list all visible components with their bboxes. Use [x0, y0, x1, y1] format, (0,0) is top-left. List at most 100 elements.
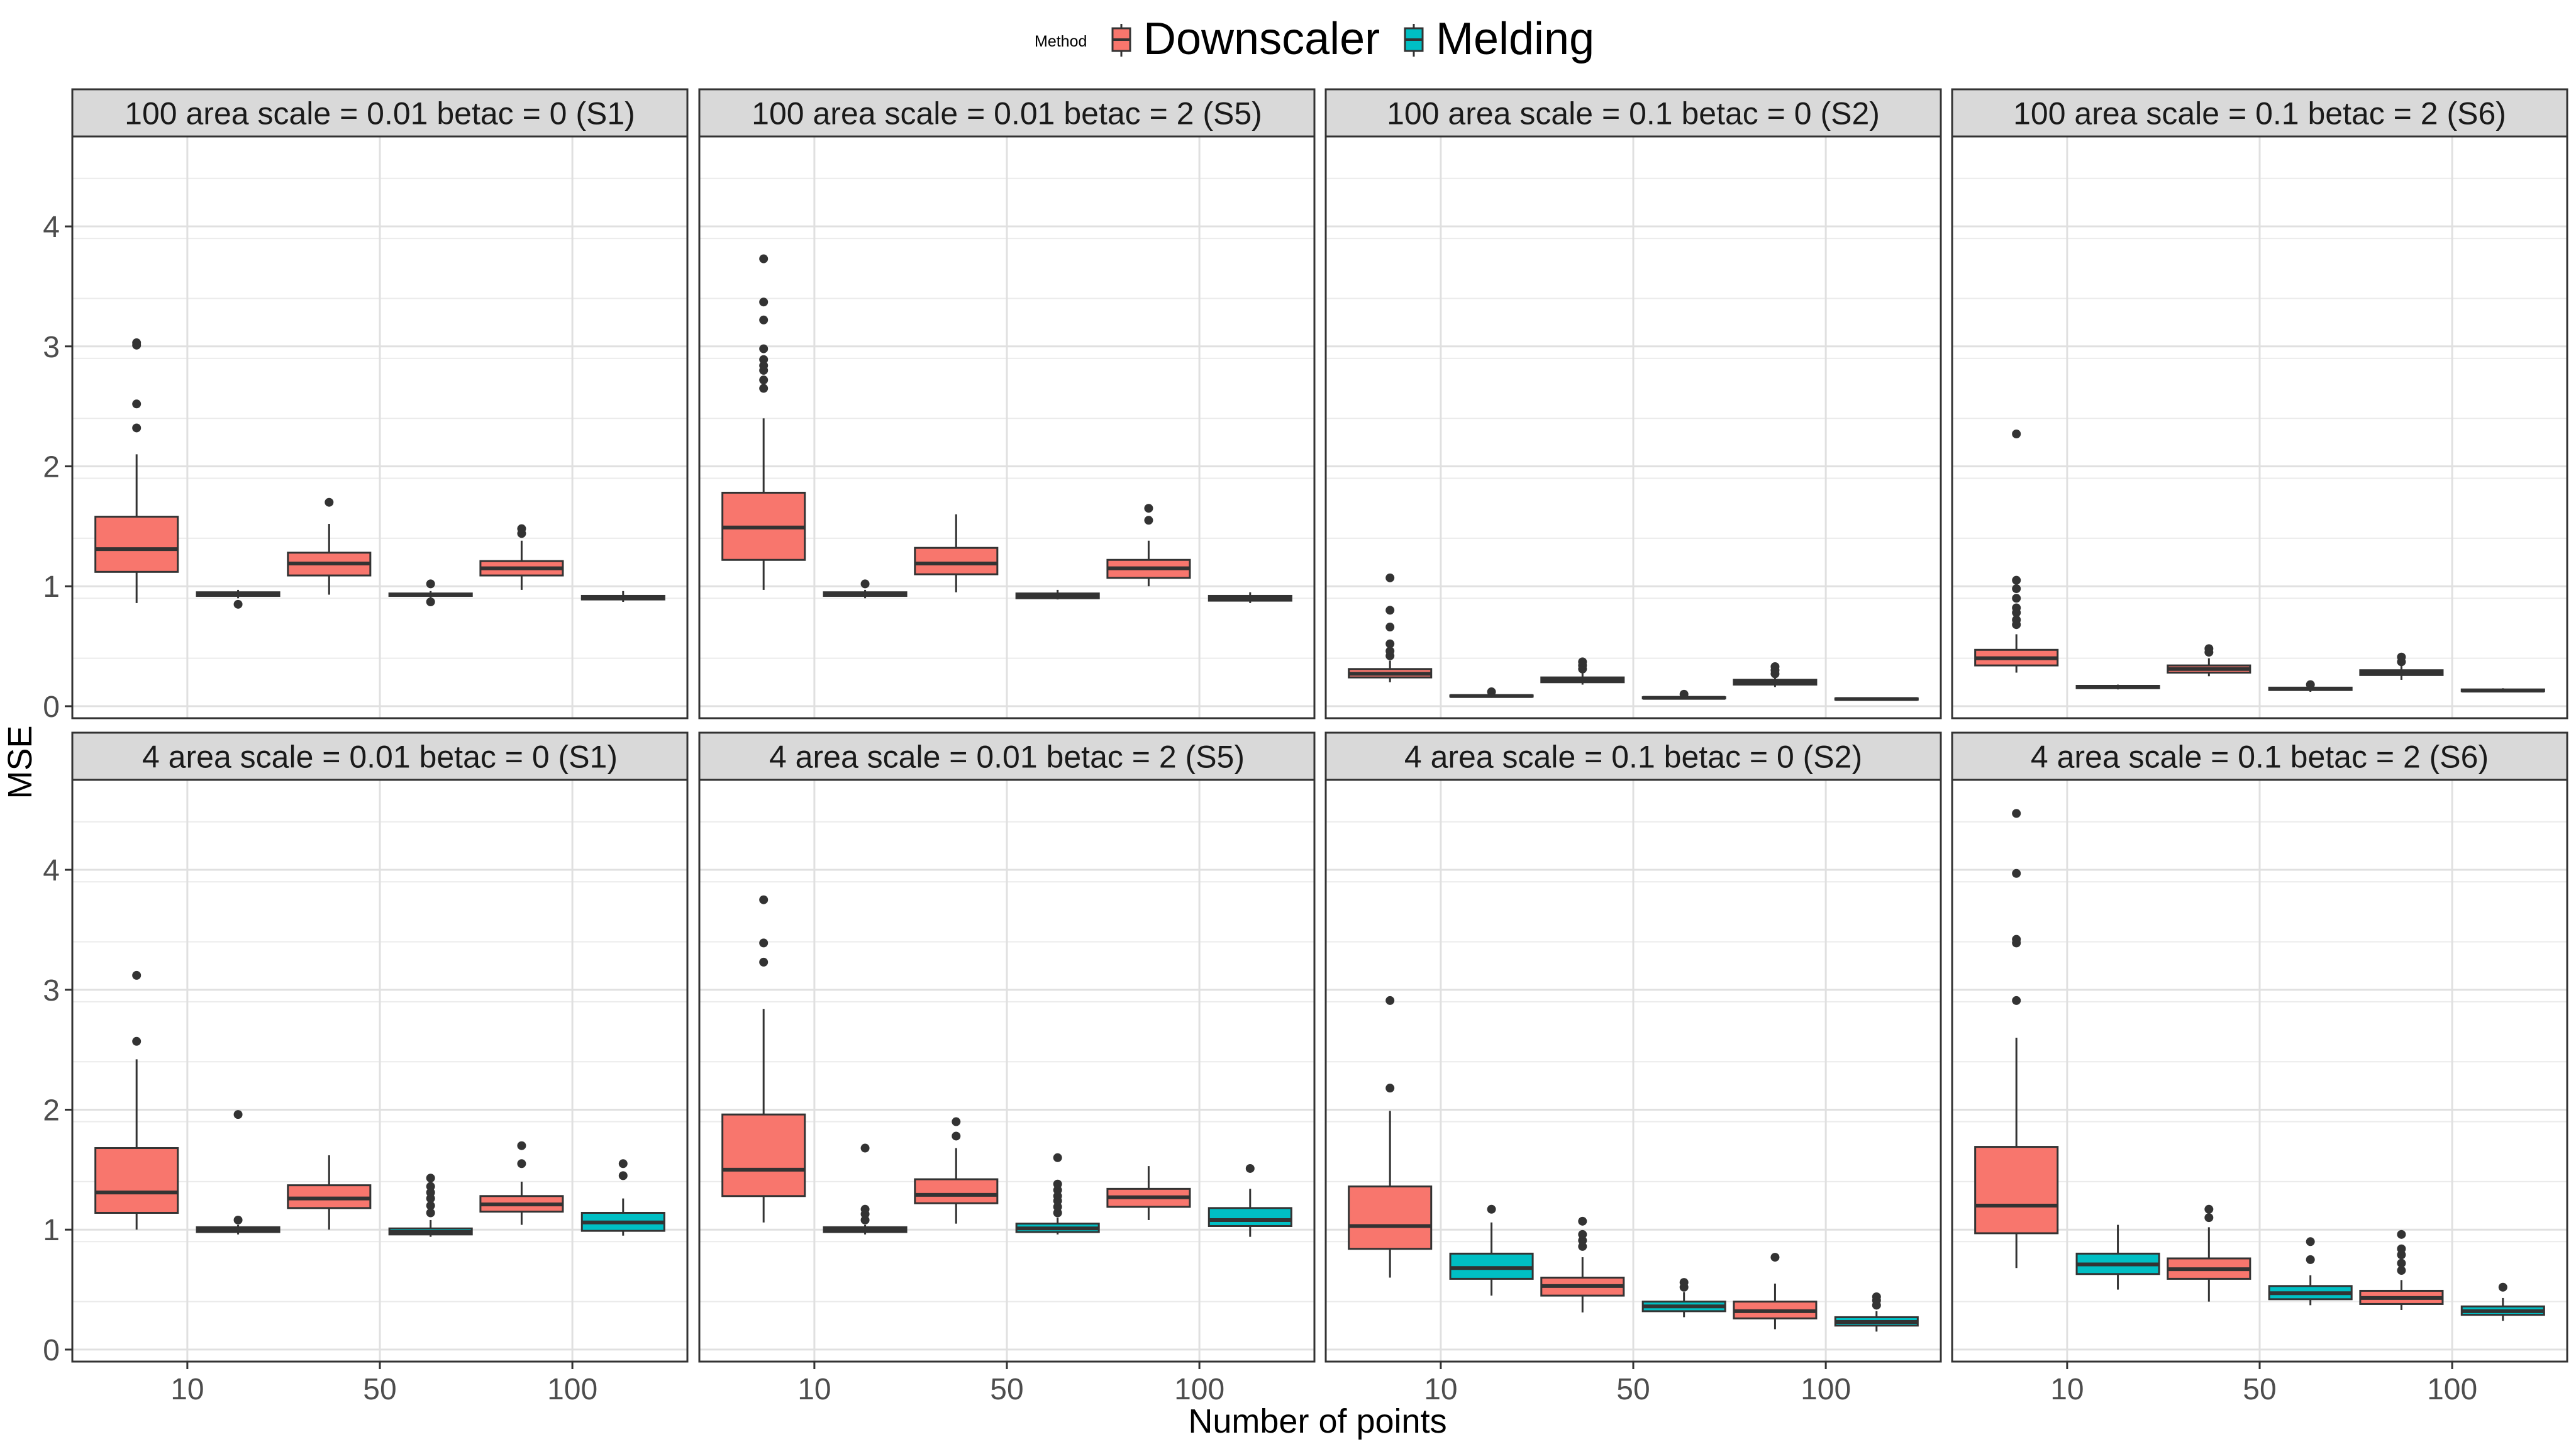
y-tick-label: 4	[43, 211, 60, 244]
x-tick-label: 10	[170, 1373, 204, 1406]
outlier-point	[618, 1171, 628, 1180]
outlier-point	[2012, 594, 2021, 603]
facet-strip	[71, 731, 689, 781]
panel-border	[698, 135, 1316, 719]
boxplot-melding-10	[1449, 687, 1534, 698]
outlier-point	[426, 579, 435, 589]
outlier-point	[426, 597, 435, 606]
boxplot-melding-10	[823, 579, 908, 599]
boxplot-downscaler-100	[479, 524, 564, 590]
x-tick-label: 100	[2427, 1373, 2477, 1406]
y-tick-label: 0	[43, 1334, 60, 1367]
y-axis-label: MSE	[1, 725, 39, 799]
outlier-point	[1144, 504, 1153, 513]
boxplot-downscaler-10	[721, 895, 806, 1223]
outlier-point	[1487, 687, 1496, 697]
facet-strip	[1324, 731, 1942, 781]
outlier-point	[2306, 680, 2315, 689]
legend-item-downscaler: Downscaler	[1111, 14, 1380, 64]
boxplot-melding-10	[823, 1143, 908, 1235]
outlier-point	[1578, 657, 1587, 667]
outlier-point	[759, 384, 769, 393]
x-tick-label: 10	[797, 1373, 831, 1406]
legend-title: Method	[1035, 33, 1087, 50]
outlier-point	[1385, 1084, 1395, 1093]
panel-border	[1951, 135, 2568, 719]
x-tick-label: 100	[1801, 1373, 1851, 1406]
outlier-point	[2306, 1255, 2315, 1264]
boxplot-downscaler-100	[2359, 652, 2444, 680]
outlier-point	[233, 1110, 243, 1119]
outlier-point	[860, 1143, 870, 1153]
y-tick-label: 1	[43, 1214, 60, 1247]
box-iqr	[94, 1147, 179, 1214]
outlier-point	[2204, 1204, 2214, 1214]
outlier-point	[759, 957, 769, 967]
y-tick-label: 4	[43, 854, 60, 887]
outlier-point	[1144, 516, 1153, 525]
outlier-point	[2204, 1213, 2214, 1223]
outlier-point	[426, 1174, 435, 1183]
legend-label-downscaler: Downscaler	[1143, 14, 1380, 64]
boxplot-melding-100	[1834, 697, 1919, 701]
outlier-point	[132, 423, 142, 433]
outlier-point	[860, 1204, 870, 1214]
panel-border	[1324, 135, 1942, 719]
x-tick-label: 50	[363, 1373, 396, 1406]
outlier-point	[132, 338, 142, 348]
outlier-point	[1385, 606, 1395, 615]
x-tick-label: 50	[1616, 1373, 1650, 1406]
outlier-point	[325, 497, 334, 507]
outlier-point	[1578, 1216, 1587, 1226]
outlier-point	[759, 315, 769, 325]
legend-item-melding: Melding	[1404, 14, 1594, 64]
boxplot-downscaler-50	[287, 497, 372, 595]
outlier-point	[759, 254, 769, 264]
outlier-point	[759, 375, 769, 385]
facet-strip	[1951, 731, 2568, 781]
outlier-point	[132, 970, 142, 980]
outlier-point	[1487, 1204, 1496, 1214]
outlier-point	[2012, 809, 2021, 818]
boxplot-melding-100	[1208, 1163, 1292, 1237]
boxplot-downscaler-50	[914, 1117, 999, 1224]
panel-border	[71, 135, 689, 719]
boxplot-melding-10	[1449, 1204, 1534, 1296]
facet-panel: 4 area scale = 0.1 betac = 0 (S2)	[1324, 731, 1942, 1363]
outlier-point	[2012, 584, 2021, 594]
outlier-point	[618, 1159, 628, 1169]
boxplot-melding-10	[2075, 1224, 2160, 1290]
outlier-point	[132, 399, 142, 409]
outlier-point	[2012, 603, 2021, 613]
outlier-point	[759, 297, 769, 307]
facet-strip	[698, 88, 1316, 138]
outlier-point	[860, 579, 870, 589]
legend-label-melding: Melding	[1436, 14, 1594, 64]
facet-panel: 4 area scale = 0.1 betac = 2 (S6)	[1951, 731, 2568, 1363]
boxplot-downscaler-100	[2359, 1230, 2444, 1310]
outlier-point	[2012, 575, 2021, 585]
outlier-point	[1053, 1179, 1062, 1189]
outlier-point	[1053, 1153, 1062, 1162]
outlier-point	[517, 1141, 526, 1150]
y-tick-label: 1	[43, 570, 60, 604]
x-tick-label: 10	[1424, 1373, 1457, 1406]
outlier-point	[2012, 935, 2021, 944]
boxplot-melding-50	[1641, 689, 1726, 700]
outlier-point	[1385, 573, 1395, 582]
boxplot-melding-100	[1208, 592, 1292, 603]
outlier-point	[517, 1159, 526, 1169]
outlier-point	[2397, 652, 2406, 662]
boxplot-downscaler-50	[914, 514, 999, 592]
boxplot-downscaler-50	[2167, 1204, 2251, 1302]
facet-panel: 4 area scale = 0.01 betac = 0 (S1)	[71, 731, 689, 1363]
facet-panel: 100 area scale = 0.1 betac = 2 (S6)	[1951, 88, 2568, 719]
outlier-point	[1679, 689, 1689, 699]
outlier-point	[2397, 1244, 2406, 1253]
boxplot-downscaler-10	[94, 970, 179, 1230]
outlier-point	[426, 1201, 435, 1211]
x-axis: 10 50 100 10 50 100 10 50 100 10 50 100	[170, 1362, 2477, 1406]
boxplot-downscaler-10	[1974, 429, 2059, 673]
boxplot-melding-50	[2268, 1237, 2353, 1306]
